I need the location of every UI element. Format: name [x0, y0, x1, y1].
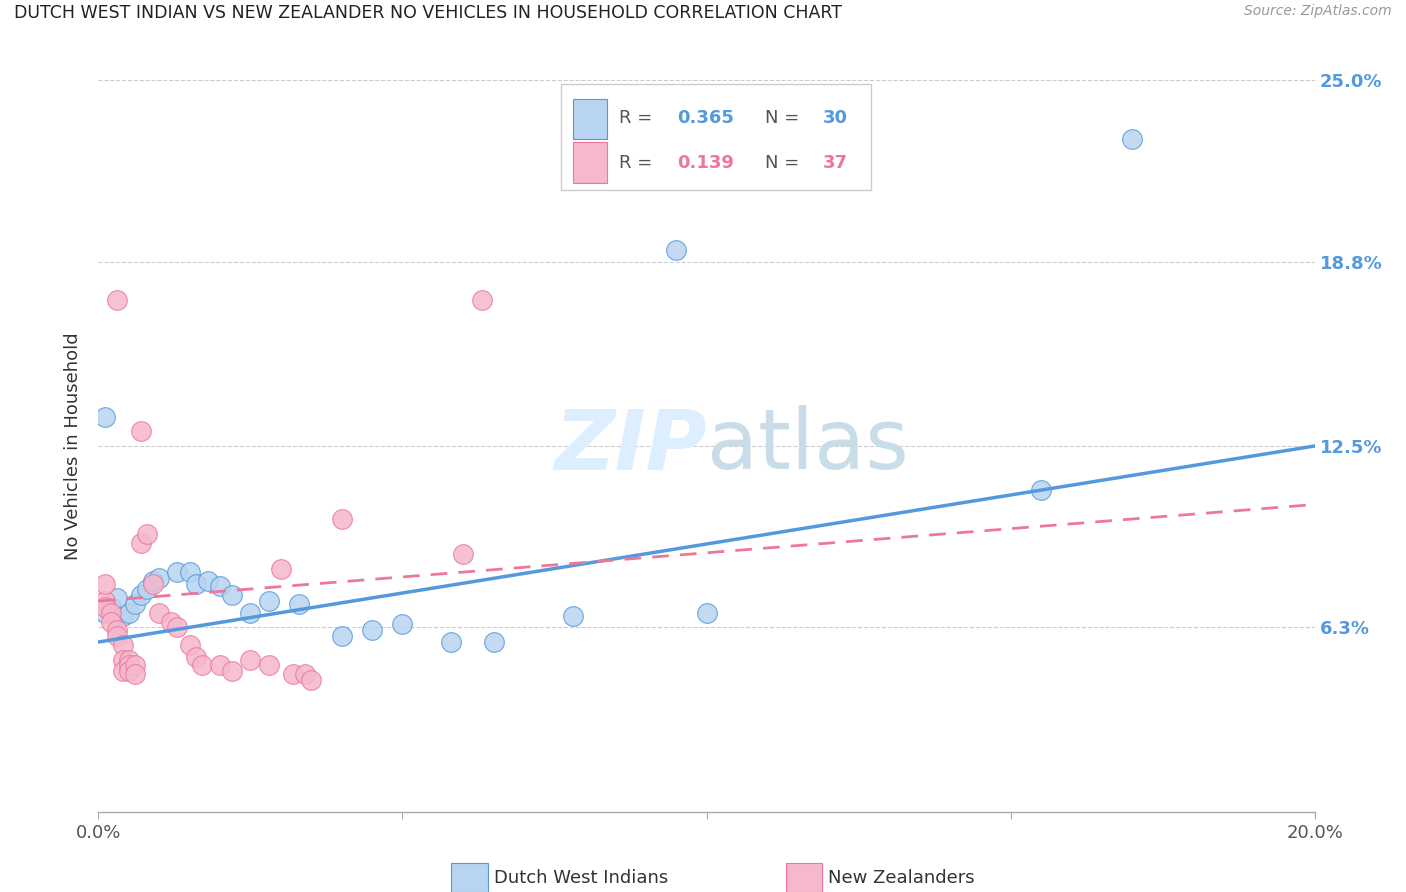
Point [105, 591, 128, 606]
Text: ZIP: ZIP [554, 406, 707, 486]
Text: R =: R = [619, 110, 658, 128]
Text: New Zealanders: New Zealanders [828, 869, 974, 887]
Point [136, 582, 159, 597]
Point [111, 652, 134, 666]
Text: N =: N = [765, 154, 804, 172]
Point [294, 667, 316, 681]
Point [93, 606, 115, 620]
Y-axis label: No Vehicles in Household: No Vehicles in Household [65, 332, 83, 560]
Point [696, 606, 718, 620]
Point [453, 547, 475, 561]
Point [179, 638, 201, 652]
Point [257, 658, 280, 673]
Point [330, 629, 353, 643]
Point [105, 624, 128, 638]
Point [129, 535, 152, 549]
Point [197, 574, 219, 588]
Point [391, 617, 413, 632]
Point [142, 574, 165, 588]
Point [124, 597, 146, 611]
Point [1029, 483, 1052, 497]
Point [665, 243, 688, 257]
FancyBboxPatch shape [786, 863, 823, 892]
Point [1121, 132, 1143, 146]
Point [209, 579, 232, 593]
Point [440, 635, 463, 649]
Point [239, 606, 262, 620]
Point [148, 571, 170, 585]
Point [93, 594, 115, 608]
FancyBboxPatch shape [451, 863, 488, 892]
Point [148, 606, 170, 620]
Point [299, 673, 322, 687]
Point [105, 293, 128, 307]
Point [111, 638, 134, 652]
Point [136, 526, 159, 541]
Text: 0.365: 0.365 [678, 110, 734, 128]
Point [166, 620, 188, 634]
Point [118, 652, 141, 666]
Point [184, 649, 207, 664]
Point [124, 667, 146, 681]
Point [561, 608, 583, 623]
Point [100, 615, 122, 629]
Text: R =: R = [619, 154, 658, 172]
Point [482, 635, 505, 649]
Point [118, 665, 141, 679]
Point [281, 667, 304, 681]
Text: N =: N = [765, 110, 804, 128]
Point [142, 576, 165, 591]
Point [129, 588, 152, 602]
Text: 30: 30 [824, 110, 848, 128]
Point [93, 599, 115, 614]
FancyBboxPatch shape [572, 99, 607, 139]
Point [93, 576, 115, 591]
Point [111, 608, 134, 623]
Text: Source: ZipAtlas.com: Source: ZipAtlas.com [1244, 4, 1392, 19]
Point [118, 658, 141, 673]
Point [160, 615, 183, 629]
Point [179, 565, 201, 579]
Point [166, 565, 188, 579]
Point [100, 599, 122, 614]
Point [470, 293, 492, 307]
Point [105, 629, 128, 643]
Text: atlas: atlas [707, 406, 908, 486]
Point [111, 665, 134, 679]
Text: DUTCH WEST INDIAN VS NEW ZEALANDER NO VEHICLES IN HOUSEHOLD CORRELATION CHART: DUTCH WEST INDIAN VS NEW ZEALANDER NO VE… [14, 4, 842, 22]
Text: 0.139: 0.139 [678, 154, 734, 172]
Point [191, 658, 214, 673]
Point [118, 606, 141, 620]
Point [270, 562, 292, 576]
Point [257, 594, 280, 608]
Point [184, 576, 207, 591]
Point [221, 665, 243, 679]
Point [129, 425, 152, 439]
Point [93, 409, 115, 424]
Point [124, 658, 146, 673]
Point [288, 597, 311, 611]
Point [209, 658, 232, 673]
Text: 37: 37 [824, 154, 848, 172]
Point [239, 652, 262, 666]
FancyBboxPatch shape [561, 84, 870, 190]
Point [100, 606, 122, 620]
Point [330, 512, 353, 526]
FancyBboxPatch shape [572, 143, 607, 183]
Text: Dutch West Indians: Dutch West Indians [494, 869, 668, 887]
Point [221, 588, 243, 602]
Point [361, 624, 384, 638]
